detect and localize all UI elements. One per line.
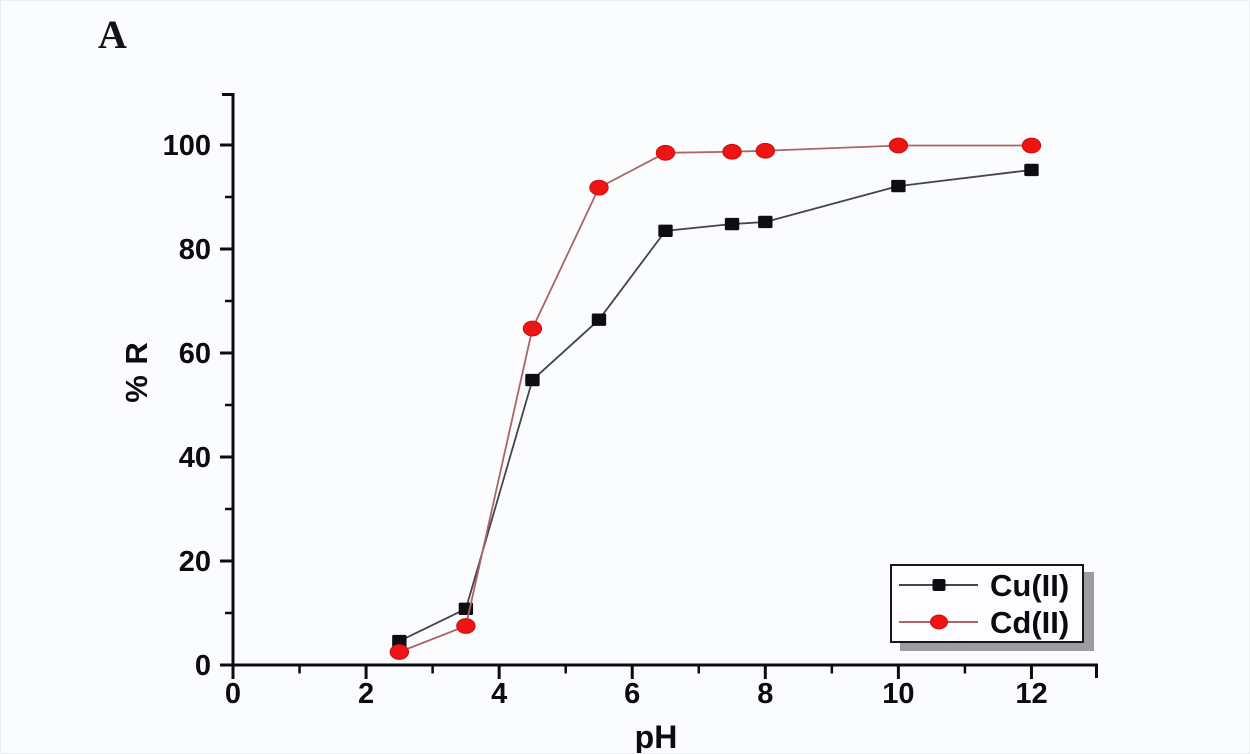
data-point-circle bbox=[456, 618, 476, 634]
y-tick-label: 60 bbox=[179, 338, 211, 370]
x-tick-label: 12 bbox=[1015, 678, 1047, 710]
legend-label: Cu(II) bbox=[990, 567, 1070, 603]
legend-item: Cd(II) bbox=[892, 604, 1082, 641]
data-point-circle bbox=[755, 142, 776, 159]
series-cuii bbox=[392, 163, 1039, 648]
data-point-square bbox=[724, 217, 740, 231]
data-point-circle bbox=[888, 137, 909, 154]
data-point-circle bbox=[655, 144, 676, 161]
panel-label: A bbox=[98, 12, 127, 57]
data-point-square bbox=[658, 224, 673, 237]
legend-label: Cd(II) bbox=[990, 604, 1070, 640]
x-tick-label: 4 bbox=[491, 678, 507, 710]
data-point-square bbox=[392, 634, 407, 648]
data-point-circle bbox=[1021, 137, 1042, 154]
data-point-circle bbox=[522, 320, 543, 337]
y-axis-title: % R bbox=[119, 341, 154, 403]
y-tick-label: 100 bbox=[163, 130, 211, 162]
legend: Cu(II) Cd(II) bbox=[890, 564, 1084, 643]
y-axis: 0 20 40 60 80 100 bbox=[163, 93, 235, 682]
x-tick-label: 2 bbox=[358, 678, 374, 710]
data-point-square bbox=[525, 373, 540, 387]
x-axis: 0 2 4 6 8 10 12 bbox=[225, 663, 1098, 710]
x-axis-title: pH bbox=[634, 719, 678, 754]
series-cdii bbox=[389, 137, 1042, 660]
data-point-square bbox=[591, 313, 607, 326]
x-tick-label: 10 bbox=[882, 678, 914, 710]
data-point-square bbox=[891, 179, 906, 193]
data-point-circle bbox=[589, 179, 609, 196]
legend-sample-line bbox=[899, 575, 978, 595]
y-tick-label: 0 bbox=[195, 650, 211, 682]
legend-sample-line bbox=[899, 612, 978, 632]
legend-item: Cu(II) bbox=[892, 567, 1082, 604]
y-tick-label: 20 bbox=[179, 546, 211, 578]
x-tick-label: 0 bbox=[225, 678, 241, 710]
data-point-square bbox=[758, 215, 773, 229]
y-tick-label: 40 bbox=[179, 442, 211, 474]
x-tick-label: 8 bbox=[757, 678, 773, 710]
legend-square-marker-icon bbox=[932, 579, 945, 591]
y-tick-label: 80 bbox=[179, 234, 211, 266]
x-tick-label: 6 bbox=[624, 678, 640, 710]
data-point-square bbox=[1024, 163, 1039, 177]
data-point-circle bbox=[389, 644, 410, 660]
data-point-circle bbox=[722, 143, 742, 160]
legend-circle-marker-icon bbox=[929, 614, 948, 630]
